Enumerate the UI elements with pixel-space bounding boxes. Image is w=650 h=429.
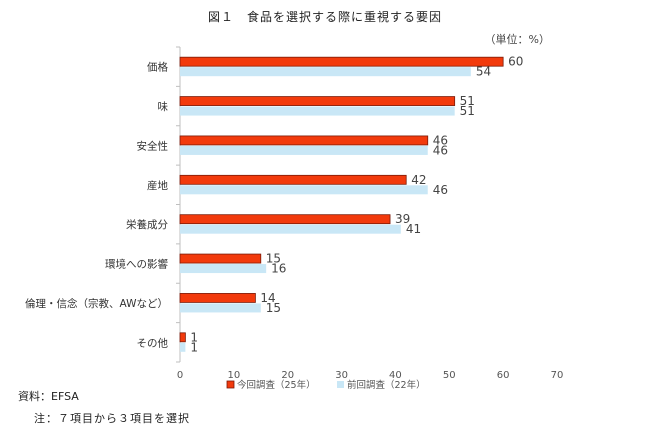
bar-previous [180, 224, 401, 234]
category-label: 栄養成分 [126, 218, 168, 231]
data-label: 51 [460, 94, 475, 108]
bar-current [179, 253, 262, 264]
data-label: 16 [271, 262, 286, 276]
bar-previous [180, 303, 261, 313]
data-label: 46 [433, 143, 448, 157]
data-label: 42 [411, 173, 426, 187]
x-tick-label: 70 [551, 370, 564, 381]
bar-previous [180, 145, 428, 155]
data-label: 15 [266, 301, 281, 315]
bar-current [179, 96, 456, 106]
legend-label: 前回調査（22年） [347, 379, 426, 390]
category-label: 環境への影響 [105, 258, 168, 271]
legend-label: 今回調査（25年） [237, 379, 316, 390]
data-label: 1 [190, 340, 198, 354]
bar-current [179, 56, 504, 67]
category-label: 味 [158, 101, 169, 113]
bar-current [179, 135, 429, 146]
legend-swatch [337, 381, 344, 388]
bar-current [179, 214, 391, 225]
data-label: 60 [508, 55, 523, 69]
legend-swatch [226, 380, 235, 389]
category-label: その他 [137, 336, 169, 349]
x-tick-label: 40 [389, 370, 402, 381]
data-label: 51 [460, 104, 475, 118]
x-tick-label: 50 [443, 370, 456, 381]
bar-previous [180, 264, 267, 274]
x-tick-label: 30 [335, 370, 348, 381]
bar-previous [180, 106, 455, 116]
category-label: 安全性 [137, 139, 169, 152]
source-note: 資料：EFSA [18, 390, 79, 403]
bar-previous [180, 185, 428, 195]
bar-previous [180, 342, 186, 352]
bar-current [179, 293, 256, 303]
data-label: 54 [476, 65, 491, 79]
data-label: 46 [433, 133, 448, 147]
bar-previous [180, 67, 471, 77]
unit-label: （単位：%） [484, 33, 550, 46]
bar-current [179, 174, 407, 185]
chart-title: 図１ 食品を選択する際に重視する要因 [207, 10, 442, 24]
data-label: 39 [395, 212, 410, 226]
x-tick-label: 20 [281, 370, 294, 381]
x-tick-label: 60 [497, 370, 510, 381]
footnote: 注：７項目から３項目を選択 [34, 412, 190, 425]
data-label: 14 [260, 291, 275, 305]
data-label: 1 [190, 330, 198, 344]
category-label: 価格 [147, 61, 168, 74]
x-tick-label: 10 [227, 370, 240, 381]
bar-current [179, 332, 186, 343]
category-label: 産地 [147, 179, 168, 192]
data-label: 41 [406, 222, 421, 236]
data-label: 15 [266, 252, 281, 266]
category-label: 倫理・信念（宗教、AWなど） [25, 297, 168, 310]
data-label: 46 [433, 183, 448, 197]
x-tick-label: 0 [177, 370, 183, 381]
